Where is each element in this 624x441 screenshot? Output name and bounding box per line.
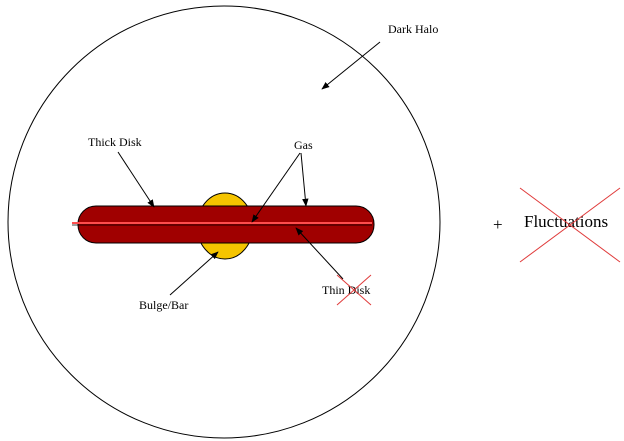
thin-disk-label: Thin Disk bbox=[322, 283, 370, 297]
dark-halo-arrow bbox=[321, 41, 381, 90]
gas-arrow-left bbox=[251, 152, 301, 223]
bulge-bar-arrow bbox=[169, 251, 219, 296]
thick-disk-shape bbox=[77, 205, 375, 244]
bulge-bar-label: Bulge/Bar bbox=[139, 298, 188, 312]
thick-disk-label: Thick Disk bbox=[88, 135, 142, 149]
plus-sign: + bbox=[493, 215, 503, 234]
thin-disk-arrow bbox=[295, 227, 344, 280]
gas-arrow-right bbox=[300, 152, 309, 207]
dark-halo-label: Dark Halo bbox=[388, 22, 438, 36]
thin-disk-cross-line-2 bbox=[336, 274, 372, 306]
dark-halo-circle bbox=[7, 5, 441, 439]
gas-label: Gas bbox=[294, 138, 313, 152]
thick-disk-arrow bbox=[117, 151, 155, 208]
fluctuations-cross-line-2 bbox=[519, 187, 621, 263]
